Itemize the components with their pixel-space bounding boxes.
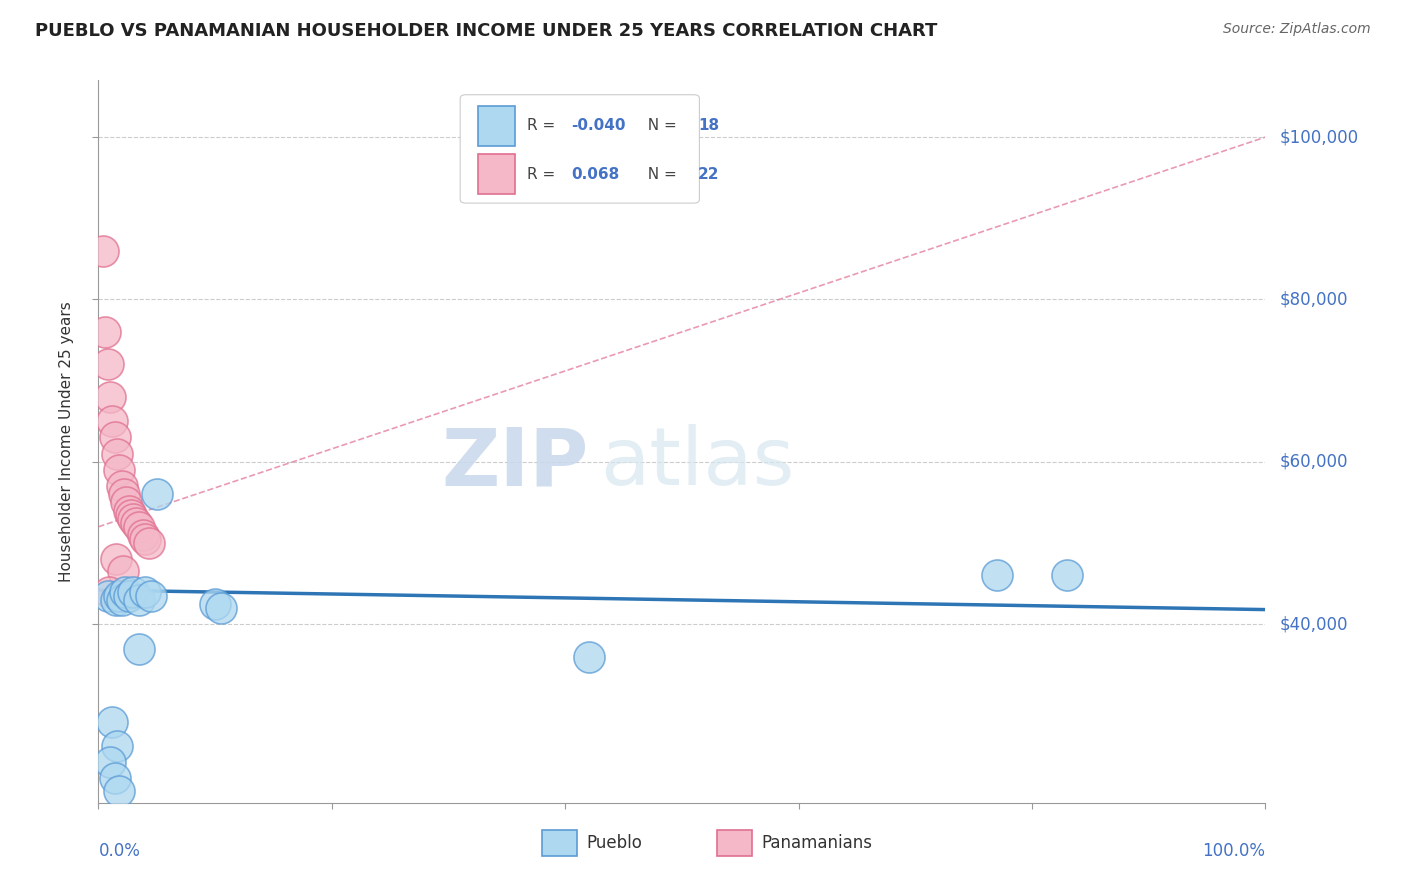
Text: 0.0%: 0.0%: [98, 842, 141, 860]
Point: [105, 739, 128, 753]
Point: [125, 516, 148, 530]
Point: [1056, 568, 1078, 582]
Point: [118, 503, 141, 517]
Point: [578, 649, 600, 664]
FancyBboxPatch shape: [460, 95, 699, 203]
Text: PUEBLO VS PANAMANIAN HOUSEHOLDER INCOME UNDER 25 YEARS CORRELATION CHART: PUEBLO VS PANAMANIAN HOUSEHOLDER INCOME …: [35, 22, 938, 40]
Point: [104, 552, 127, 566]
Text: $100,000: $100,000: [1279, 128, 1358, 146]
Text: N =: N =: [637, 167, 681, 182]
Point: [146, 487, 169, 501]
Point: [97, 589, 120, 603]
Text: R =: R =: [527, 167, 560, 182]
Point: [98, 755, 121, 769]
Point: [128, 641, 150, 656]
Point: [138, 536, 160, 550]
Point: [97, 584, 120, 599]
Point: [104, 592, 127, 607]
Point: [118, 589, 141, 603]
Point: [115, 495, 138, 509]
Text: -0.040: -0.040: [571, 119, 626, 133]
Text: Panamanians: Panamanians: [761, 833, 872, 852]
Text: ZIP: ZIP: [441, 425, 589, 502]
Text: 100.0%: 100.0%: [1202, 842, 1265, 860]
Text: R =: R =: [527, 119, 560, 133]
Text: 0.068: 0.068: [571, 167, 619, 182]
FancyBboxPatch shape: [541, 830, 576, 855]
Point: [101, 414, 124, 428]
Point: [209, 601, 232, 615]
Text: Pueblo: Pueblo: [586, 833, 643, 852]
Point: [97, 358, 120, 372]
Point: [134, 584, 156, 599]
Point: [128, 520, 150, 534]
Text: 22: 22: [699, 167, 720, 182]
Point: [94, 325, 117, 339]
Text: $60,000: $60,000: [1279, 453, 1348, 471]
Text: Source: ZipAtlas.com: Source: ZipAtlas.com: [1223, 22, 1371, 37]
Point: [114, 584, 136, 599]
Point: [108, 589, 131, 603]
Text: $80,000: $80,000: [1279, 291, 1348, 309]
Point: [91, 244, 114, 258]
Y-axis label: Householder Income Under 25 years: Householder Income Under 25 years: [59, 301, 75, 582]
Point: [986, 568, 1008, 582]
Point: [98, 390, 121, 404]
Text: N =: N =: [637, 119, 681, 133]
Point: [134, 532, 156, 546]
Point: [122, 584, 145, 599]
FancyBboxPatch shape: [478, 106, 515, 145]
Point: [139, 589, 162, 603]
Point: [132, 528, 155, 542]
Point: [111, 565, 134, 579]
Point: [204, 597, 226, 611]
Text: atlas: atlas: [600, 425, 794, 502]
Text: $40,000: $40,000: [1279, 615, 1348, 633]
Point: [122, 511, 145, 525]
Point: [111, 592, 134, 607]
Point: [105, 447, 128, 461]
Point: [111, 479, 134, 493]
Point: [101, 714, 124, 729]
Point: [104, 772, 127, 786]
Point: [108, 463, 131, 477]
Point: [128, 592, 150, 607]
Point: [112, 487, 135, 501]
FancyBboxPatch shape: [478, 154, 515, 194]
Point: [104, 430, 127, 444]
Point: [108, 783, 131, 797]
Point: [120, 508, 142, 522]
Text: 18: 18: [699, 119, 720, 133]
FancyBboxPatch shape: [717, 830, 752, 855]
